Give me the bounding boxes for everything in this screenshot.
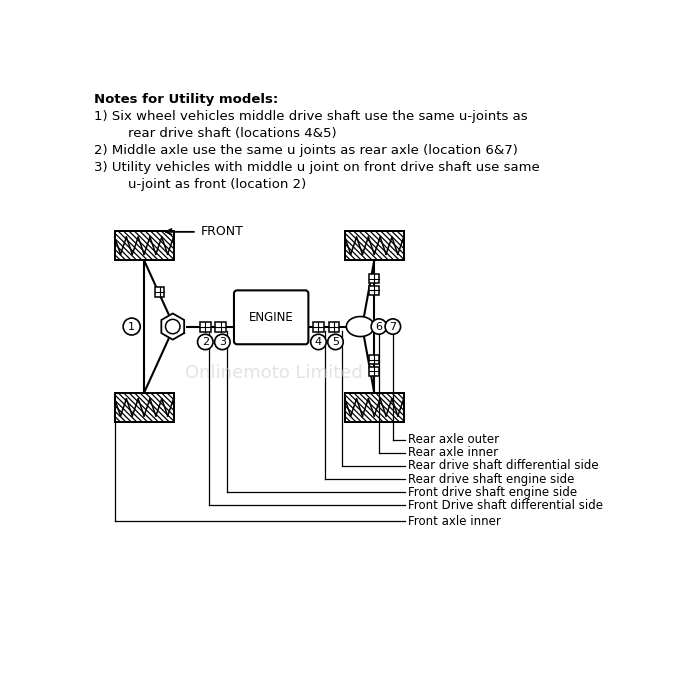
Bar — [313, 321, 324, 332]
Bar — [345, 393, 404, 421]
Bar — [155, 287, 164, 297]
Polygon shape — [161, 314, 184, 340]
Text: 5: 5 — [332, 337, 339, 347]
Text: FRONT: FRONT — [201, 225, 244, 238]
Bar — [115, 232, 174, 260]
Text: 1) Six wheel vehicles middle drive shaft use the same u-joints as: 1) Six wheel vehicles middle drive shaft… — [94, 110, 527, 123]
Text: Front Drive shaft differential side: Front Drive shaft differential side — [407, 498, 603, 512]
Text: 2: 2 — [202, 337, 209, 347]
Text: Rear axle inner: Rear axle inner — [407, 447, 498, 459]
Bar — [328, 321, 339, 332]
Circle shape — [371, 318, 386, 335]
Text: 6: 6 — [375, 321, 382, 332]
Text: Notes for Utility models:: Notes for Utility models: — [94, 93, 278, 106]
Circle shape — [385, 318, 400, 335]
Bar — [200, 321, 211, 332]
Circle shape — [311, 335, 326, 349]
Text: 7: 7 — [389, 321, 396, 332]
Ellipse shape — [346, 316, 374, 337]
Bar — [345, 393, 404, 421]
Bar — [369, 367, 379, 376]
Bar — [115, 232, 174, 260]
Bar — [216, 321, 226, 332]
Text: Onlinemoto Limited: Onlinemoto Limited — [185, 364, 363, 382]
FancyBboxPatch shape — [234, 290, 309, 344]
Text: Rear drive shaft differential side: Rear drive shaft differential side — [407, 459, 598, 473]
Text: 3) Utility vehicles with middle u joint on front drive shaft use same: 3) Utility vehicles with middle u joint … — [94, 161, 540, 174]
Text: u-joint as front (location 2): u-joint as front (location 2) — [94, 178, 306, 191]
Text: Rear drive shaft engine side: Rear drive shaft engine side — [407, 473, 574, 486]
Bar — [115, 393, 174, 421]
Bar — [115, 393, 174, 421]
Bar — [369, 274, 379, 284]
Text: Front drive shaft engine side: Front drive shaft engine side — [407, 486, 577, 498]
Circle shape — [328, 335, 343, 349]
Circle shape — [123, 318, 140, 335]
Bar — [345, 232, 404, 260]
Text: 1: 1 — [128, 321, 135, 332]
Circle shape — [215, 335, 230, 349]
Bar — [345, 232, 404, 260]
Bar — [369, 286, 379, 295]
Text: Front axle inner: Front axle inner — [407, 515, 500, 528]
Text: ENGINE: ENGINE — [248, 311, 293, 324]
Text: Rear axle outer: Rear axle outer — [407, 433, 498, 446]
Text: 2) Middle axle use the same u joints as rear axle (location 6&7): 2) Middle axle use the same u joints as … — [94, 144, 517, 157]
Circle shape — [165, 319, 180, 334]
Circle shape — [197, 335, 213, 349]
Bar — [369, 355, 379, 364]
Text: 3: 3 — [219, 337, 226, 347]
Text: 4: 4 — [315, 337, 322, 347]
Text: rear drive shaft (locations 4&5): rear drive shaft (locations 4&5) — [94, 127, 336, 140]
